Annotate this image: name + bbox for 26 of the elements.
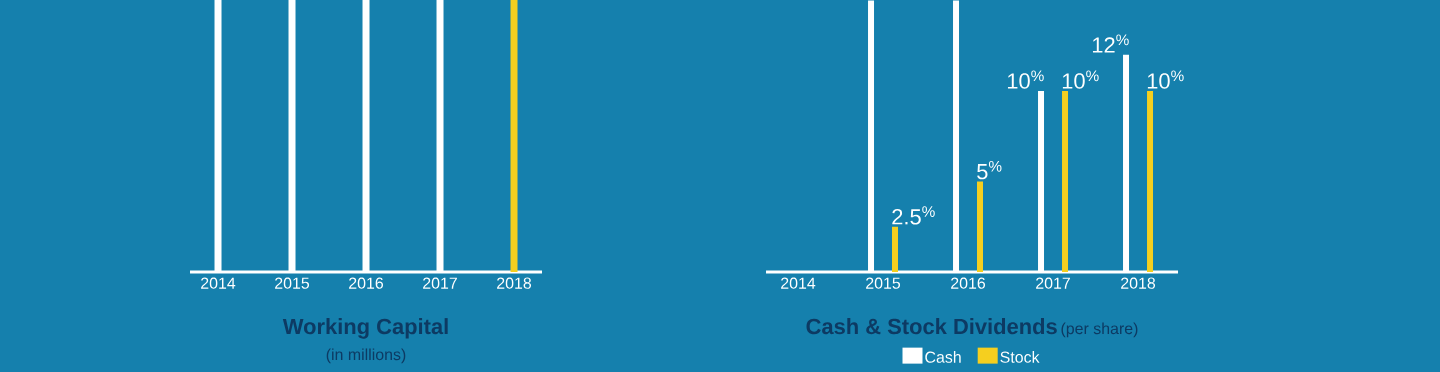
legend-label: Cash: [925, 351, 961, 363]
text: Cash & Stock Dividends: [806, 318, 1057, 335]
bar: [892, 226, 899, 272]
x-tick-label: 2015: [866, 277, 901, 289]
x-tick-label: 2014: [201, 277, 236, 289]
text: (in millions): [326, 348, 406, 364]
x-tick-label: 2014: [781, 277, 816, 289]
data-label: 12$^{%}$: [1092, 34, 1129, 53]
text: (per share): [1061, 322, 1138, 338]
data-label: 10$^{%}$: [1007, 70, 1044, 89]
data-label: 2.5$^{%}$: [892, 206, 935, 225]
data-label: 10$^{%}$: [1062, 70, 1099, 89]
x-tick-label: 2018: [497, 277, 532, 289]
bar: [977, 181, 984, 272]
text: Working Capital: [282, 318, 448, 339]
x-tick-label: 2016: [349, 277, 384, 289]
x-tick-label: 2017: [1036, 277, 1070, 289]
x-tick-label: 2016: [951, 277, 986, 289]
x-tick-label: 2017: [423, 277, 457, 289]
bar: [1147, 91, 1154, 272]
data-label: 5$^{%}$: [977, 160, 1002, 180]
x-tick-label: 2015: [275, 277, 310, 289]
data-label: 10$^{%}$: [1147, 70, 1184, 89]
legend-label: Stock: [1000, 351, 1040, 363]
bar: [1062, 91, 1069, 272]
x-tick-label: 2018: [1121, 277, 1156, 289]
